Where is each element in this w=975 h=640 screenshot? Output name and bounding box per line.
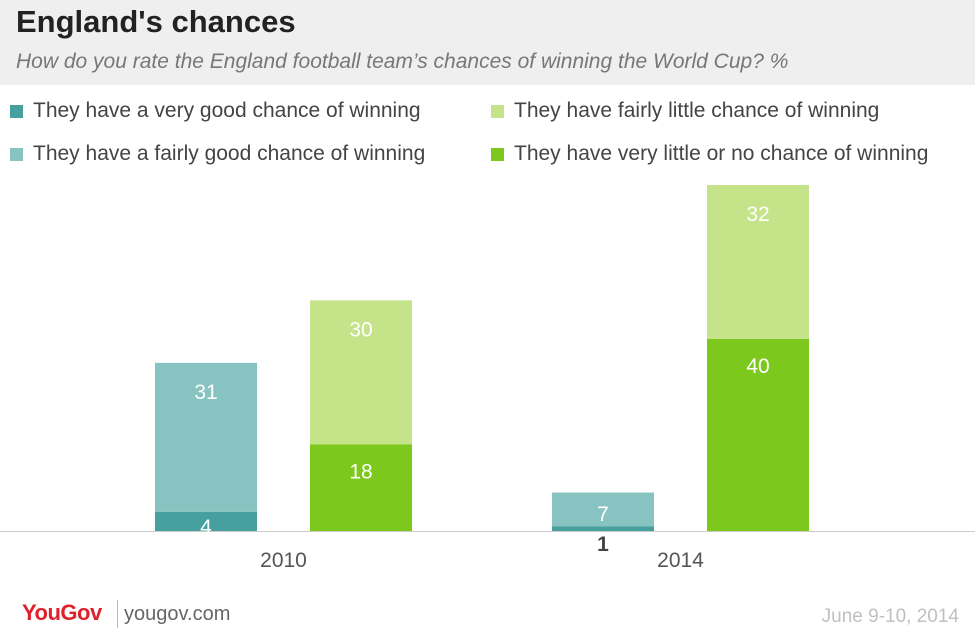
legend-item-fairly-little: They have fairly little chance of winnin… bbox=[491, 98, 879, 124]
data-label-2014-little-lower: 40 bbox=[746, 355, 769, 378]
header-band: England's chances How do you rate the En… bbox=[0, 0, 975, 85]
data-label-2014-good-upper: 7 bbox=[597, 503, 609, 526]
footer-url[interactable]: yougov.com bbox=[124, 603, 231, 625]
data-label-2014-good-lower: 1 bbox=[597, 533, 609, 556]
legend-label: They have a fairly good chance of winnin… bbox=[33, 142, 426, 165]
legend-swatch bbox=[10, 104, 23, 118]
bar-2010-little-lower bbox=[310, 444, 412, 531]
legend-swatch bbox=[491, 147, 504, 161]
legend-item-very-good: They have a very good chance of winning bbox=[10, 98, 421, 124]
yougov-logo: YouGov bbox=[22, 600, 102, 625]
bar-2014-good-lower bbox=[552, 526, 654, 531]
bar-2014-little-upper bbox=[707, 185, 809, 339]
data-label-2014-little-upper: 32 bbox=[746, 203, 769, 226]
bar-2014-good-upper bbox=[552, 492, 654, 527]
chart-subtitle: How do you rate the England football tea… bbox=[16, 50, 789, 73]
chart-title: England's chances bbox=[16, 4, 296, 39]
data-label-2010-good-upper: 31 bbox=[194, 381, 217, 404]
legend-item-fairly-good: They have a fairly good chance of winnin… bbox=[10, 141, 425, 167]
legend-label: They have a very good chance of winning bbox=[33, 99, 421, 122]
footer-divider bbox=[117, 600, 118, 628]
footer-date: June 9-10, 2014 bbox=[821, 606, 959, 627]
legend-label: They have very little or no chance of wi… bbox=[514, 142, 929, 165]
bar-2010-good-lower bbox=[155, 511, 257, 531]
data-label-2010-little-lower: 18 bbox=[349, 461, 372, 484]
data-label-2010-little-upper: 30 bbox=[349, 318, 372, 341]
legend-item-very-little: They have very little or no chance of wi… bbox=[491, 141, 928, 167]
bar-2010-little-upper bbox=[310, 300, 412, 445]
bar-2010-good-upper bbox=[155, 362, 257, 512]
data-label-2010-good-lower: 4 bbox=[200, 516, 212, 539]
bar-2014-little-lower bbox=[707, 338, 809, 531]
legend-label: They have fairly little chance of winnin… bbox=[514, 99, 880, 122]
legend-swatch bbox=[491, 104, 504, 118]
x-tick-label-2010: 2010 bbox=[260, 549, 307, 572]
legend-swatch bbox=[10, 147, 23, 161]
x-tick-label-2014: 2014 bbox=[657, 549, 704, 572]
